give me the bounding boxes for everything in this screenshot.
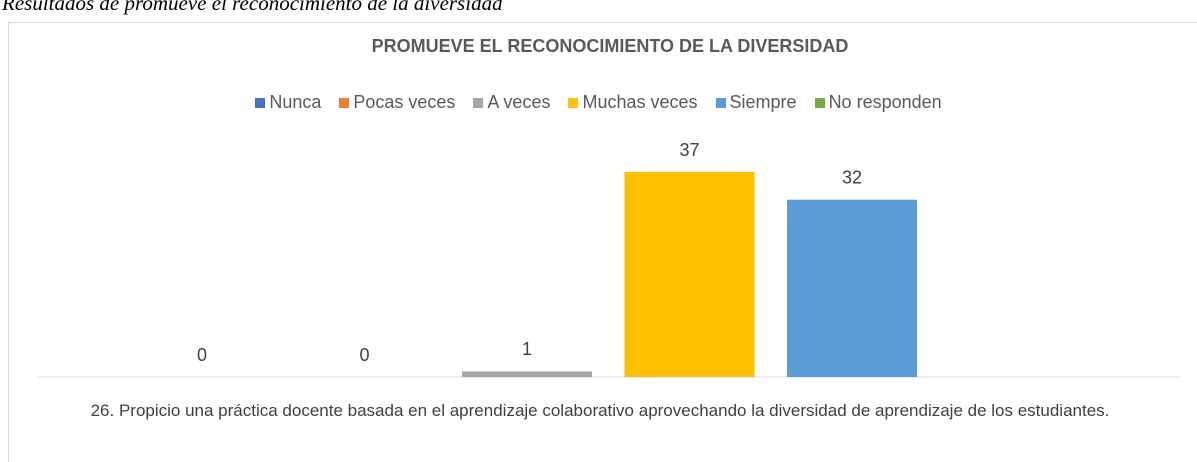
caption: Resultados de promueve el reconocimiento…	[2, 0, 503, 15]
legend-label: Siempre	[729, 92, 797, 112]
bar	[462, 371, 592, 377]
legend-swatch	[814, 97, 825, 108]
chart-frame	[8, 22, 1197, 462]
legend: Nunca Pocas veces A veces Muchas veces Siemp…	[0, 92, 1197, 113]
data-label: 1	[522, 339, 532, 359]
legend-item: A veces	[473, 92, 550, 113]
chart-title: PROMUEVE EL RECONOCIMIENTO DE LA DIVERSI…	[372, 36, 849, 56]
legend-item: Nunca	[255, 92, 321, 113]
legend-item: Pocas veces	[339, 92, 455, 113]
legend-swatch	[715, 97, 726, 108]
data-label: 37	[679, 140, 699, 160]
legend-label: Pocas veces	[353, 92, 456, 112]
legend-label: No responden	[828, 92, 942, 112]
legend-label: Nunca	[269, 92, 322, 112]
legend-swatch	[255, 97, 266, 108]
legend-label: Muchas veces	[582, 92, 698, 112]
legend-item: Siempre	[715, 92, 797, 113]
legend-swatch	[339, 97, 350, 108]
data-label: 0	[197, 345, 207, 365]
bar	[787, 199, 917, 377]
data-label: 0	[359, 345, 369, 365]
x-tick-label: 26. Propicio una práctica docente basada…	[90, 401, 1110, 420]
legend-item: No responden	[814, 92, 942, 113]
bar	[624, 172, 755, 377]
legend-item: Muchas veces	[568, 92, 698, 113]
legend-swatch	[473, 97, 484, 108]
legend-swatch	[568, 97, 579, 108]
data-label: 32	[842, 167, 862, 187]
legend-label: A veces	[487, 92, 551, 112]
